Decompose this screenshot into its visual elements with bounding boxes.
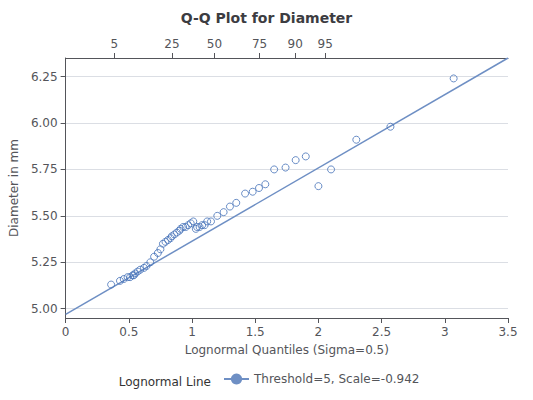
svg-text:50: 50 — [207, 37, 222, 51]
svg-text:3: 3 — [441, 325, 449, 339]
svg-text:5: 5 — [111, 37, 119, 51]
svg-text:Threshold=5, Scale=-0.942: Threshold=5, Scale=-0.942 — [253, 372, 419, 386]
svg-text:75: 75 — [252, 37, 267, 51]
svg-text:2: 2 — [315, 325, 323, 339]
svg-text:Diameter in mm: Diameter in mm — [7, 139, 21, 237]
svg-text:3.5: 3.5 — [498, 325, 517, 339]
svg-text:5.50: 5.50 — [31, 209, 58, 223]
svg-text:Q-Q Plot for Diameter: Q-Q Plot for Diameter — [181, 10, 353, 26]
svg-text:0.5: 0.5 — [119, 325, 138, 339]
svg-text:90: 90 — [288, 37, 303, 51]
svg-text:6.00: 6.00 — [31, 116, 58, 130]
svg-text:0: 0 — [62, 325, 70, 339]
svg-text:Lognormal Line: Lognormal Line — [119, 375, 211, 389]
svg-text:25: 25 — [164, 37, 179, 51]
svg-text:5.00: 5.00 — [31, 302, 58, 316]
svg-text:95: 95 — [318, 37, 333, 51]
svg-text:5.25: 5.25 — [31, 255, 58, 269]
svg-text:2.5: 2.5 — [372, 325, 391, 339]
svg-text:1: 1 — [188, 325, 196, 339]
svg-text:5.75: 5.75 — [31, 162, 58, 176]
svg-text:6.25: 6.25 — [31, 70, 58, 84]
svg-text:1.5: 1.5 — [246, 325, 265, 339]
svg-text:Lognormal Quantiles (Sigma=0.5: Lognormal Quantiles (Sigma=0.5) — [185, 343, 389, 357]
